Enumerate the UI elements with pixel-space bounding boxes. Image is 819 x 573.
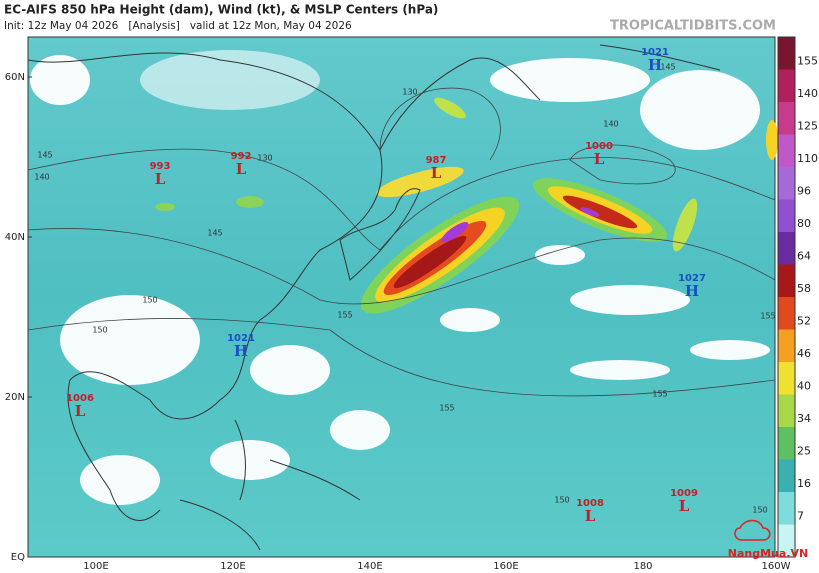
pressure-value: 1006 (66, 393, 94, 404)
colorbar-tick-label: 58 (797, 282, 811, 295)
colorbar-tick-label: 16 (797, 477, 811, 490)
lon-label: 100E (83, 561, 108, 572)
pressure-value: 1008 (576, 498, 604, 509)
contour-label: 155 (652, 390, 667, 399)
pressure-value: 1027 (678, 273, 706, 284)
colorbar-frame (777, 36, 796, 558)
colorbar-tick-label: 125 (797, 119, 818, 132)
colorbar-segment (778, 524, 795, 558)
lon-label: 120E (220, 561, 245, 572)
colorbar-tick-label: 25 (797, 444, 811, 457)
subtitle: Init: 12z May 04 2026 [Analysis] valid a… (4, 20, 352, 32)
contour-label: 155 (760, 312, 775, 321)
colorbar-segment (778, 297, 795, 330)
contour-label: 130 (402, 88, 417, 97)
colorbar-tick-label: 140 (797, 87, 818, 100)
colorbar-segment (778, 232, 795, 265)
colorbar-tick-label: 96 (797, 184, 811, 197)
contour-label: 145 (207, 229, 222, 238)
pressure-symbol: H (685, 282, 699, 300)
colorbar-segment (778, 134, 795, 168)
pressure-symbol: L (594, 150, 605, 168)
colorbar-segment (778, 37, 795, 70)
colorbar-tick-label: 7 (797, 509, 804, 522)
pressure-value: 987 (426, 155, 447, 166)
contour-label: 150 (752, 506, 767, 515)
lat-label: EQ (11, 552, 25, 563)
contour-label: 140 (34, 173, 49, 182)
lon-label: 160E (493, 561, 518, 572)
lat-label: 40N (5, 232, 25, 243)
colorbar-segment (778, 69, 795, 103)
pressure-value: 1000 (585, 141, 613, 152)
watermark: NangMua.VN (728, 547, 808, 560)
contour-label: 145 (37, 151, 52, 160)
lon-label: 180 (633, 561, 652, 572)
contour-label: 155 (337, 311, 352, 320)
colorbar-segment (778, 102, 795, 135)
contour-label: 150 (142, 296, 157, 305)
colorbar-tick-label: 46 (797, 347, 811, 360)
colorbar-segment (778, 362, 795, 395)
colorbar-segment (778, 329, 795, 363)
colorbar-tick-label: 52 (797, 314, 811, 327)
lon-label: 140E (357, 561, 382, 572)
pressure-symbol: L (75, 402, 86, 420)
watermark-group: NangMua.VN (728, 519, 808, 560)
colorbar-segment (778, 492, 795, 525)
pressure-symbol: H (648, 56, 662, 74)
colorbar-segment (778, 264, 795, 298)
contour-label: 155 (439, 404, 454, 413)
pressure-value: 1009 (670, 488, 698, 499)
colorbar-segment (778, 459, 795, 493)
contour-label: 150 (92, 326, 107, 335)
pressure-symbol: H (234, 342, 248, 360)
contour-label: 145 (660, 63, 675, 72)
pressure-symbol: L (431, 164, 442, 182)
contour-label: 150 (554, 496, 569, 505)
source: TROPICALTIDBITS.COM (610, 19, 776, 34)
pressure-value: 993 (150, 161, 171, 172)
pressure-value: 1021 (227, 333, 255, 344)
pressure-value: 1021 (641, 47, 669, 58)
colorbar-tick-label: 64 (797, 249, 811, 262)
colorbar-segment (778, 167, 795, 200)
colorbar-tick-label: 155 (797, 54, 818, 67)
lon-label: 160W (762, 561, 791, 572)
pressure-symbol: L (585, 507, 596, 525)
lat-label: 60N (5, 72, 25, 83)
pressure-symbol: L (679, 497, 690, 515)
colorbar-tick-label: 80 (797, 217, 811, 230)
title: EC-AIFS 850 hPa Height (dam), Wind (kt),… (4, 3, 438, 17)
colorbar-tick-label: 110 (797, 152, 818, 165)
colorbar-segment (778, 394, 795, 428)
pressure-symbol: L (236, 160, 247, 178)
contour-label: 130 (257, 154, 272, 163)
colorbar-segment (778, 427, 795, 460)
contour-label: 140 (603, 120, 618, 129)
colorbar-tick-label: 34 (797, 412, 811, 425)
pressure-symbol: L (155, 170, 166, 188)
pressure-value: 992 (231, 151, 252, 162)
colorbar-segment (778, 199, 795, 233)
colorbar-tick-label: 40 (797, 379, 811, 392)
lat-label: 20N (5, 392, 25, 403)
